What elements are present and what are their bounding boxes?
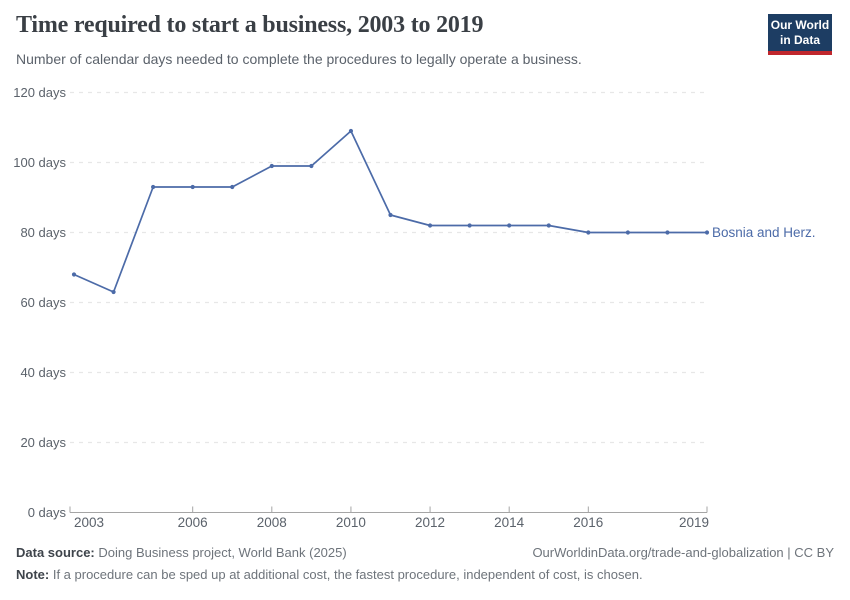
data-point [665, 230, 670, 235]
y-tick-label: 0 days [28, 505, 67, 520]
data-source: Data source: Doing Business project, Wor… [16, 545, 347, 560]
data-source-text: Doing Business project, World Bank (2025… [98, 545, 347, 560]
series-line [73, 130, 708, 293]
line-chart: 0 days 20 days 40 days 60 days 80 days 100 da… [13, 85, 816, 530]
x-tick-label: 2010 [336, 515, 366, 530]
x-tick-label: 2016 [573, 515, 603, 530]
y-tick-label: 120 days [13, 85, 66, 100]
y-tick-label: 80 days [20, 225, 66, 240]
x-tick-label: 2008 [257, 515, 287, 530]
page-title: Time required to start a business, 2003 … [16, 12, 484, 38]
data-source-label: Data source: [16, 545, 95, 560]
data-point [71, 272, 77, 277]
data-point [625, 230, 630, 235]
data-point [309, 163, 314, 169]
x-tick-label: 2014 [494, 515, 525, 530]
page-subtitle: Number of calendar days needed to comple… [16, 51, 582, 67]
data-point [704, 230, 710, 235]
data-point [507, 223, 512, 228]
x-tick-label: 2019 [679, 515, 709, 530]
note-text: If a procedure can be sped up at additio… [52, 567, 643, 582]
data-point [111, 289, 116, 295]
y-tick-label: 60 days [20, 295, 66, 310]
series-end-label: Bosnia and Herz. [712, 225, 816, 240]
x-tick-label: 2006 [178, 515, 208, 530]
data-point [151, 184, 156, 190]
y-tick-label: 100 days [13, 155, 66, 170]
chart-footer: Data source: Doing Business project, Wor… [16, 545, 834, 560]
y-tick-label: 20 days [20, 435, 66, 450]
data-point [190, 184, 195, 190]
x-tick-label: 2012 [415, 515, 445, 530]
data-point [546, 223, 551, 228]
note-label: Note: [16, 567, 50, 582]
data-point [348, 128, 354, 134]
chart-note: Note: If a procedure can be sped up at a… [16, 567, 834, 582]
owid-logo-line1: Our World [770, 18, 830, 32]
data-point [586, 230, 591, 235]
owid-logo: Our World in Data [768, 14, 832, 55]
data-point [427, 223, 433, 228]
x-tick-label: 2003 [74, 515, 104, 530]
data-point [269, 163, 274, 169]
credit-line: OurWorldinData.org/trade-and-globalizati… [532, 545, 834, 560]
data-point [388, 212, 393, 218]
y-tick-label: 40 days [20, 365, 66, 380]
data-point [467, 223, 472, 228]
owid-logo-line2: in Data [779, 33, 820, 47]
data-point [230, 184, 235, 190]
